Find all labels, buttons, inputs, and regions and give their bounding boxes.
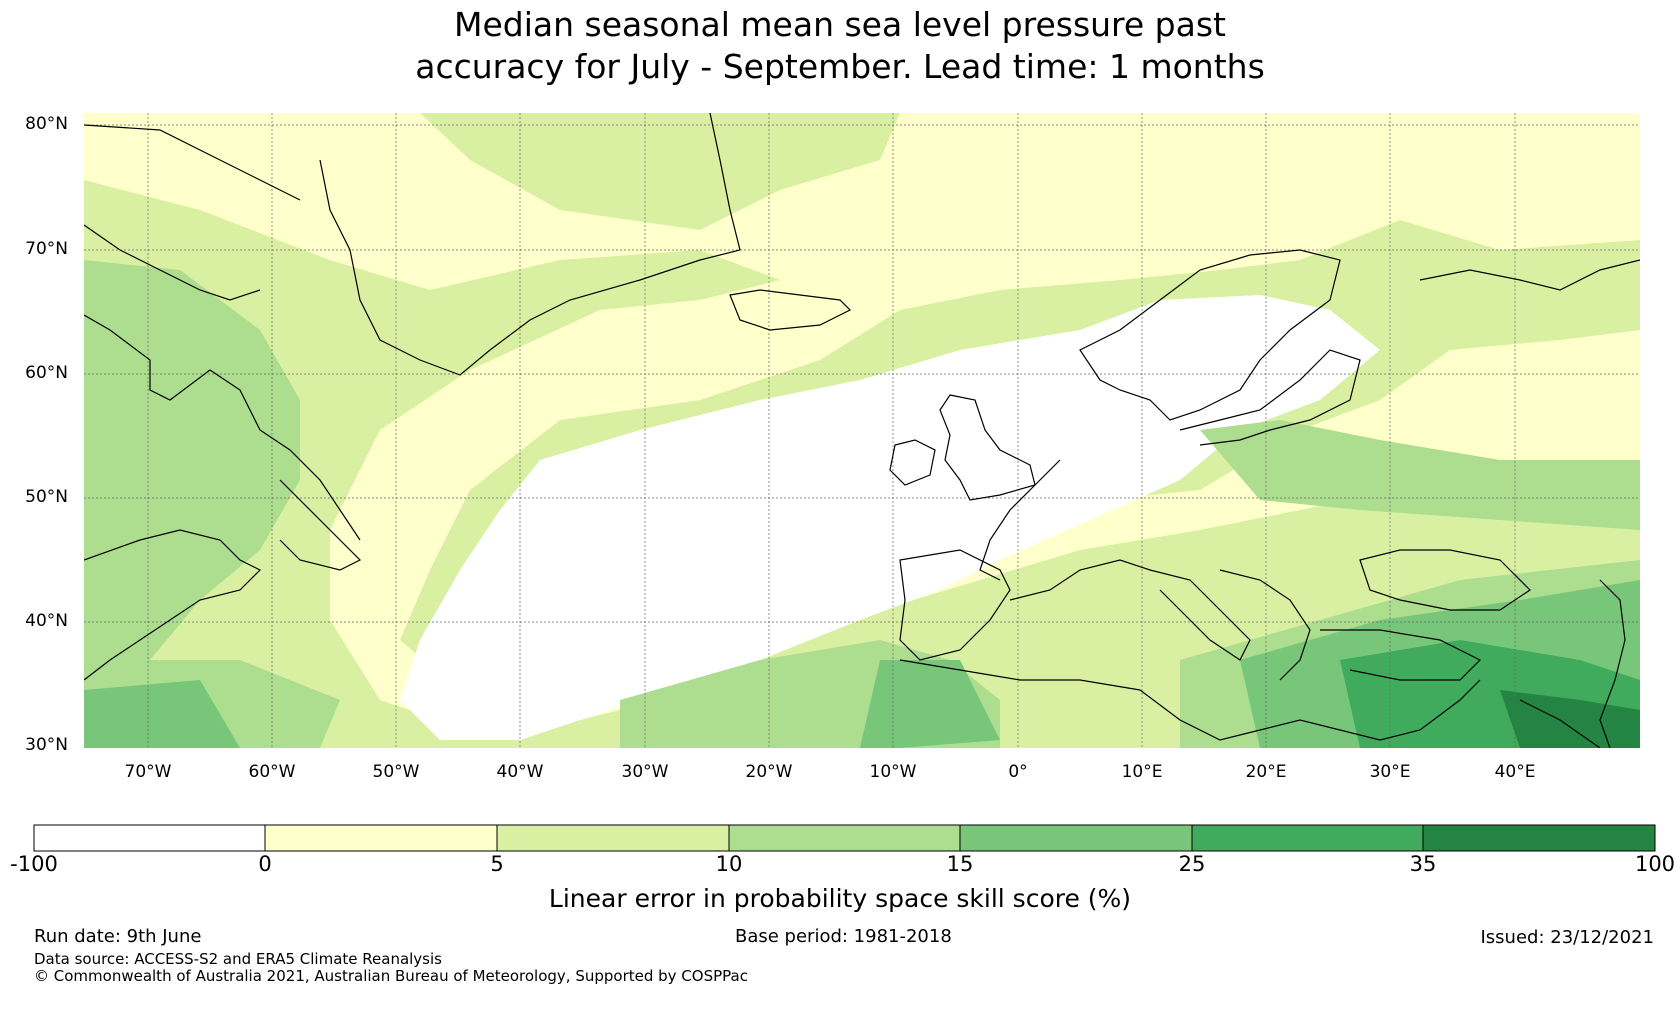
- gridlines: [84, 113, 1640, 748]
- coast-labrador: [84, 314, 361, 541]
- coast-baffin: [84, 224, 261, 301]
- coast-turkey: [1320, 629, 1482, 681]
- coast-us-east: [84, 529, 262, 681]
- lon-label-70w: 70°W: [124, 762, 172, 782]
- coast-scandinavia: [1079, 249, 1341, 421]
- colorbar-box-3: [728, 824, 961, 852]
- colorbar-tick-7: 100: [1634, 852, 1676, 876]
- lon-label-30e: 30°E: [1369, 762, 1411, 782]
- colorbar-box-0: [33, 824, 266, 852]
- coast-baltic: [1179, 349, 1361, 446]
- field-darkgreen-southwest: [84, 680, 240, 748]
- lon-label-10w: 10°W: [869, 762, 917, 782]
- field-darkgreen-morocco: [860, 660, 1000, 748]
- lat-label-40n: 40°N: [25, 611, 68, 631]
- field-pale-yellow: [84, 113, 1640, 740]
- lon-label-30w: 30°W: [621, 762, 669, 782]
- colorbar-tick-2: 5: [490, 852, 504, 876]
- colorbar-box-5: [1191, 824, 1424, 852]
- lat-label-60n: 60°N: [25, 363, 68, 383]
- coast-italy: [1149, 569, 1251, 661]
- data-source: Data source: ACCESS-S2 and ERA5 Climate …: [34, 950, 442, 968]
- colorbar-tick-1: 0: [258, 852, 272, 876]
- colorbar-box-1: [264, 824, 498, 852]
- map-title: Median seasonal mean sea level pressure …: [0, 4, 1680, 88]
- colorbar-boxes: [33, 824, 1656, 852]
- field-green-west: [84, 260, 300, 700]
- colorbar-box-2: [496, 824, 730, 852]
- coastlines: [84, 113, 1640, 748]
- lon-label-20e: 20°E: [1245, 762, 1287, 782]
- copyright: © Commonwealth of Australia 2021, Austra…: [34, 967, 748, 985]
- lon-label-60w: 60°W: [248, 762, 296, 782]
- colorbar-tick-6: 35: [1409, 852, 1437, 876]
- coast-caspian: [1599, 579, 1626, 748]
- colorbar-tick-0: -100: [10, 852, 58, 876]
- lon-label-40w: 40°W: [496, 762, 544, 782]
- title-line-1: Median seasonal mean sea level pressure …: [454, 5, 1226, 44]
- lon-label-10e: 10°E: [1121, 762, 1163, 782]
- lat-label-50n: 50°N: [25, 487, 68, 507]
- coast-black-sea: [1359, 549, 1531, 611]
- skill-map: [84, 113, 1640, 748]
- colorbar-tick-4: 15: [946, 852, 974, 876]
- colorbar-tick-3: 10: [715, 852, 743, 876]
- coast-russia-north: [1419, 259, 1640, 291]
- title-line-2: accuracy for July - September. Lead time…: [415, 47, 1265, 86]
- colorbar-box-4: [959, 824, 1193, 852]
- field-white: [400, 295, 1380, 740]
- lat-label-30n: 30°N: [25, 735, 68, 755]
- run-date: Run date: 9th June: [34, 926, 202, 947]
- coast-britain: [939, 394, 1036, 501]
- lon-label-20w: 20°W: [745, 762, 793, 782]
- coast-france-med: [1009, 559, 1151, 601]
- colorbar: [33, 824, 1656, 852]
- coast-europe-west: [979, 459, 1061, 581]
- lon-label-50w: 50°W: [372, 762, 420, 782]
- coast-iberia: [899, 549, 1011, 661]
- field-green-russia: [1200, 420, 1640, 530]
- coast-greenland: [319, 113, 741, 376]
- lat-label-80n: 80°N: [25, 114, 68, 134]
- colorbar-tick-5: 25: [1178, 852, 1206, 876]
- coast-iceland: [729, 289, 852, 331]
- issued-date: Issued: 23/12/2021: [1480, 927, 1654, 948]
- coast-greenland-north: [84, 124, 301, 201]
- coast-red-sea: [1519, 699, 1601, 748]
- lon-label-40e: 40°E: [1494, 762, 1536, 782]
- colorbar-label: Linear error in probability space skill …: [548, 884, 1132, 913]
- lat-label-70n: 70°N: [25, 239, 68, 259]
- coast-balkans: [1219, 569, 1311, 681]
- coast-ireland: [889, 439, 936, 486]
- skill-field: [84, 113, 1640, 748]
- coast-north-africa: [899, 659, 1481, 741]
- base-period: Base period: 1981-2018: [735, 926, 952, 947]
- coast-newfoundland: [279, 479, 362, 571]
- lon-label-0: 0°: [1008, 762, 1028, 782]
- colorbar-box-6: [1422, 824, 1656, 852]
